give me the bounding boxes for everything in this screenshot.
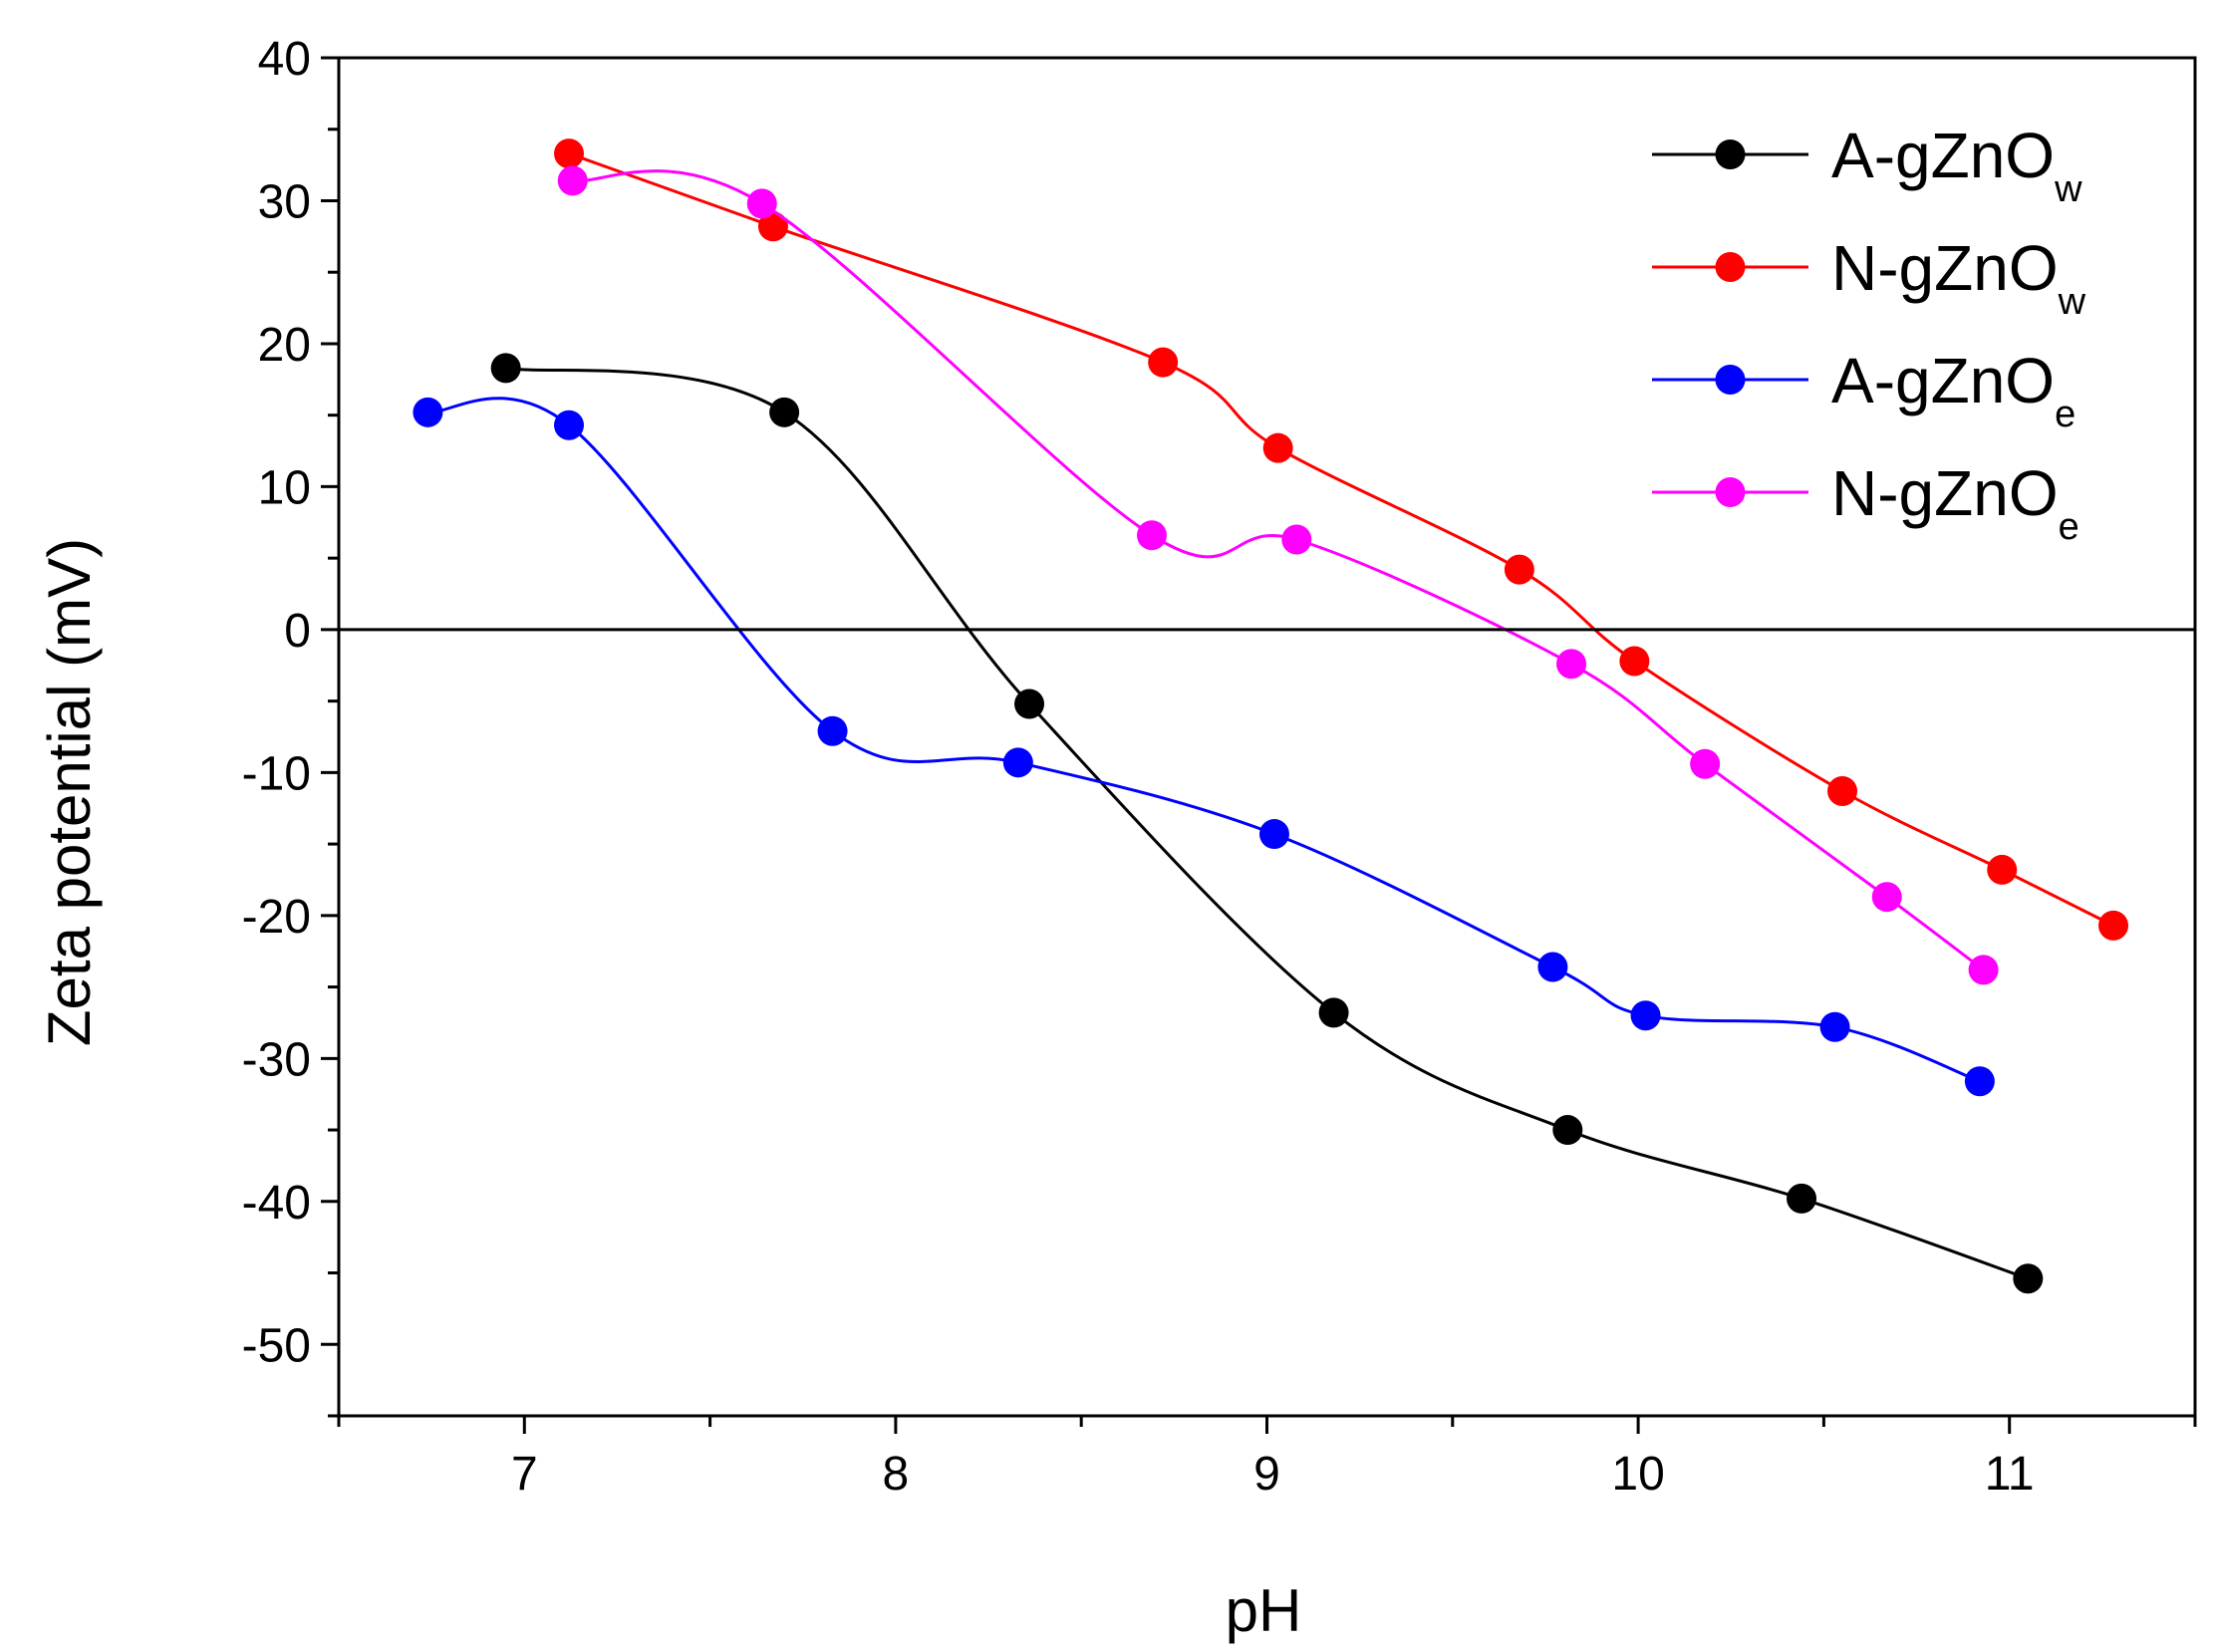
y-tick-label: -20 xyxy=(242,891,311,944)
data-point-series-4 xyxy=(1556,649,1587,680)
legend-label-2: N-gZnOw xyxy=(1831,232,2086,323)
x-tick-label: 10 xyxy=(1611,1448,1664,1501)
data-point-series-3 xyxy=(1537,952,1568,982)
data-point-series-2 xyxy=(1262,432,1293,463)
legend-marker-4 xyxy=(1715,477,1746,507)
legend-label-4: N-gZnOe xyxy=(1831,457,2079,548)
series-line-4 xyxy=(572,169,1985,971)
data-point-series-4 xyxy=(746,188,777,219)
axes-layer: 7 8 9 10 11 40 30 20 10 0 -10 -20 -30 -40 -50 xyxy=(242,33,2197,1501)
series-line-2 xyxy=(568,151,2114,928)
data-point-series-2 xyxy=(1987,854,2018,885)
y-tick-label: -40 xyxy=(242,1177,311,1230)
series-layer xyxy=(413,138,2129,1294)
y-tick-label: 20 xyxy=(258,319,311,372)
data-point-series-1 xyxy=(1787,1183,1817,1214)
data-point-series-3 xyxy=(554,410,585,440)
data-point-series-3 xyxy=(1819,1011,1850,1042)
data-point-series-1 xyxy=(2013,1263,2044,1294)
series-line-3 xyxy=(427,397,1981,1083)
data-point-series-2 xyxy=(1504,554,1534,585)
data-point-series-3 xyxy=(817,715,848,746)
data-point-series-1 xyxy=(490,353,521,384)
y-tick-label: -10 xyxy=(242,747,311,800)
legend-label-1: A-gZnOw xyxy=(1831,120,2082,210)
x-tick-label: 9 xyxy=(1253,1448,1280,1501)
y-tick-label: -30 xyxy=(242,1033,311,1086)
x-tick-label: 11 xyxy=(1985,1448,2035,1501)
y-tick-label: 40 xyxy=(258,33,311,86)
data-point-series-4 xyxy=(1690,748,1721,779)
data-point-series-2 xyxy=(2098,910,2129,941)
data-point-series-4 xyxy=(557,165,588,196)
x-tick-label: 8 xyxy=(883,1448,910,1501)
data-point-series-4 xyxy=(1871,882,1902,913)
legend: A-gZnOw N-gZnOw A-gZnOe N-gZnOe xyxy=(1652,120,2086,548)
data-point-series-1 xyxy=(769,397,800,427)
legend-marker-1 xyxy=(1715,139,1746,169)
data-point-series-2 xyxy=(554,138,585,169)
legend-marker-3 xyxy=(1715,365,1746,395)
data-point-series-3 xyxy=(1002,747,1033,778)
x-axis-title: pH xyxy=(1226,1577,1302,1644)
data-point-series-4 xyxy=(1968,955,1999,985)
x-tick-label: 7 xyxy=(511,1448,538,1501)
data-point-series-2 xyxy=(1148,347,1179,378)
data-point-series-4 xyxy=(1136,520,1167,551)
data-point-series-1 xyxy=(1318,997,1349,1028)
data-point-series-4 xyxy=(1281,524,1312,555)
legend-marker-2 xyxy=(1715,252,1746,282)
legend-label-3: A-gZnOe xyxy=(1831,345,2075,435)
data-point-series-2 xyxy=(1827,776,1858,807)
y-tick-label: 10 xyxy=(258,461,311,514)
data-point-series-1 xyxy=(1014,688,1045,719)
data-point-series-3 xyxy=(1964,1066,1995,1097)
y-tick-label: 30 xyxy=(258,175,311,228)
y-tick-label: 0 xyxy=(284,605,311,658)
data-point-series-1 xyxy=(1552,1115,1583,1146)
y-axis-title: Zeta potential (mV) xyxy=(36,538,103,1046)
data-point-series-3 xyxy=(413,397,443,427)
data-point-series-2 xyxy=(757,211,788,242)
y-tick-label: -50 xyxy=(242,1319,311,1372)
data-point-series-3 xyxy=(1258,819,1289,850)
data-point-series-2 xyxy=(1619,646,1650,677)
data-point-series-3 xyxy=(1630,1000,1661,1031)
